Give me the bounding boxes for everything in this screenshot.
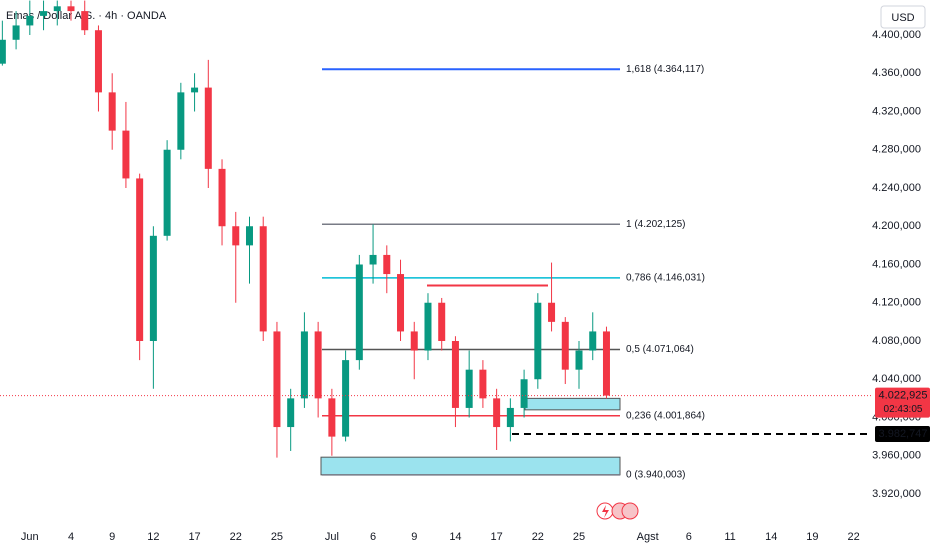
x-tick-label: 17: [491, 531, 503, 543]
candle-body: [94, 30, 102, 93]
candle-body: [0, 39, 6, 64]
candle-body: [40, 11, 48, 16]
fib-label: 0,236 (4.001,864): [626, 410, 705, 421]
candle-body: [273, 331, 281, 428]
candle-body: [438, 302, 446, 341]
x-tick-label: 19: [806, 531, 818, 543]
candle-body: [575, 350, 583, 370]
y-tick-label: 3.920,000: [872, 488, 921, 500]
price-label-box: [875, 387, 930, 418]
x-tick-label: Jul: [325, 531, 339, 543]
candle-body: [122, 130, 130, 179]
candle-body: [328, 398, 336, 437]
candle-body: [232, 226, 240, 246]
candle-body: [397, 274, 405, 332]
y-tick-label: 4.120,000: [872, 297, 921, 309]
fib-label: 1,618 (4.364,117): [626, 64, 704, 75]
x-tick-label: 9: [109, 531, 115, 543]
x-tick-label: 22: [230, 531, 242, 543]
candle-body: [163, 149, 171, 236]
x-tick-label: 14: [765, 531, 777, 543]
price-label: 3.982,747: [879, 428, 928, 440]
x-tick-label: 9: [411, 531, 417, 543]
y-tick-label: 4.360,000: [872, 67, 921, 79]
candle-body: [355, 264, 363, 361]
x-tick-label: 17: [188, 531, 200, 543]
candle-body: [300, 331, 308, 399]
candle-body: [451, 340, 459, 408]
fib-label: 0,5 (4.071,064): [626, 344, 694, 355]
x-tick-label: 14: [449, 531, 461, 543]
fib-label: 0 (3.940,003): [626, 470, 686, 481]
candle-body: [12, 25, 20, 40]
candles: [0, 0, 610, 458]
countdown: 02:43:05: [884, 404, 923, 415]
y-tick-label: 3.960,000: [872, 450, 921, 462]
candle-body: [534, 302, 542, 380]
candle-body: [136, 178, 144, 341]
y-tick-label: 4.280,000: [872, 144, 921, 156]
candle-body: [245, 226, 253, 246]
candle-body: [67, 6, 75, 12]
candle-body: [589, 331, 597, 351]
candle-body: [177, 92, 185, 150]
fib-label: 0,786 (4.146,031): [626, 272, 705, 283]
candle-body: [108, 92, 116, 131]
y-tick-label: 4.320,000: [872, 105, 921, 117]
candle-body: [26, 15, 34, 26]
candle-body: [410, 331, 418, 351]
event-icons[interactable]: [596, 502, 639, 520]
x-tick-label: Agst: [637, 531, 659, 543]
candle-body: [314, 331, 322, 399]
x-tick-label: 4: [68, 531, 74, 543]
y-tick-label: 4.200,000: [872, 220, 921, 232]
currency[interactable]: USD: [891, 12, 914, 24]
x-tick-label: 11: [724, 531, 735, 543]
candle-body: [218, 168, 226, 227]
candle-body: [602, 331, 610, 396]
candle-body: [369, 254, 377, 265]
price-label-box: [875, 425, 930, 442]
candle-body: [342, 360, 350, 437]
x-tick-label: 25: [573, 531, 585, 543]
candle-body: [548, 302, 556, 322]
zone: [524, 397, 621, 411]
candle-body: [259, 226, 267, 332]
candle-body: [81, 11, 89, 31]
candle-body: [479, 369, 487, 399]
y-tick-label: 4.160,000: [872, 258, 921, 270]
candle-body: [149, 235, 157, 341]
candle-body: [506, 407, 514, 428]
y-tick-label: 4.080,000: [872, 335, 921, 347]
candle-body: [191, 87, 199, 93]
candle-body: [561, 321, 569, 370]
y-tick-label: 4.400,000: [872, 29, 921, 41]
x-tick-label: 22: [847, 531, 859, 543]
lightning: [602, 505, 609, 518]
candle-body: [53, 6, 61, 12]
y-tick-label: 4.240,000: [872, 182, 921, 194]
fib-label: 1 (4.202,125): [626, 219, 686, 230]
zone: [320, 456, 621, 476]
x-tick-label: 25: [271, 531, 283, 543]
x-tick-label: 22: [532, 531, 544, 543]
currency-box[interactable]: [880, 5, 926, 29]
price-label: 4.022,925: [879, 389, 928, 401]
x-tick-label: 6: [686, 531, 692, 543]
candle-body: [424, 302, 432, 351]
x-tick-label: 6: [370, 531, 376, 543]
candle-body: [383, 254, 391, 275]
x-tick-label: 12: [147, 531, 159, 543]
y-tick-label: 4.040,000: [872, 373, 921, 385]
candle-body: [520, 379, 528, 408]
candle-body: [465, 369, 473, 408]
candle-body: [287, 398, 295, 428]
x-tick-label: Jun: [21, 531, 39, 543]
candle-body: [493, 398, 501, 428]
flag-icon[interactable]: [621, 502, 639, 520]
candle-body: [204, 87, 212, 169]
